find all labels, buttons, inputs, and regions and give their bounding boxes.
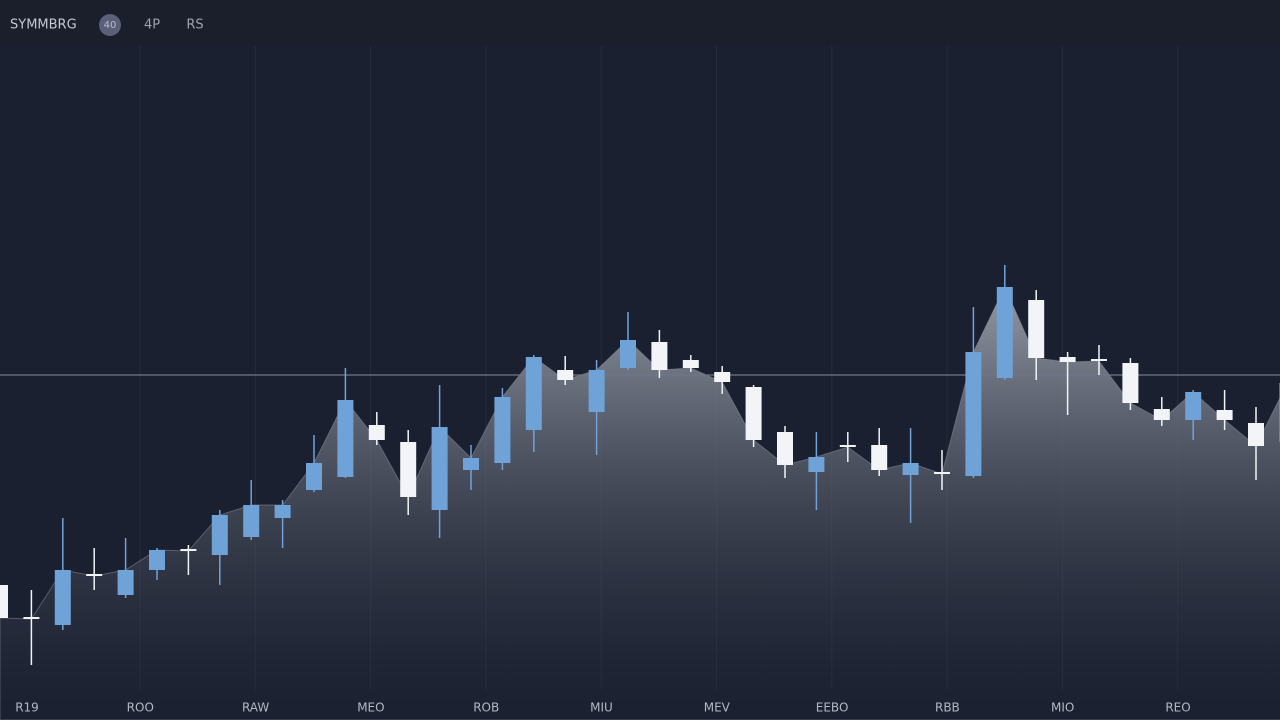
plot <box>0 46 1280 720</box>
candle-body <box>996 287 1013 378</box>
candle-body <box>1028 300 1045 358</box>
x-tick-label: RAW <box>242 701 269 715</box>
x-tick-label: ROB <box>473 701 499 715</box>
candle-body <box>839 445 856 447</box>
candle-body <box>306 463 322 490</box>
candle-body <box>149 550 165 570</box>
candle-body <box>337 400 354 477</box>
x-tick-label: MEV <box>704 701 731 715</box>
x-tick-label: EEBO <box>816 701 849 715</box>
candle-body <box>54 570 71 625</box>
x-tick-label: REO <box>1165 701 1190 715</box>
candle-body <box>557 370 574 380</box>
top-bar <box>0 0 1280 46</box>
x-tick-label: MEO <box>357 701 384 715</box>
candle-body <box>211 515 228 555</box>
x-tick-label: ROO <box>127 701 154 715</box>
candle-body <box>902 463 919 475</box>
candle-body <box>243 505 260 537</box>
candle-body <box>965 352 982 476</box>
x-tick-label: MIU <box>590 701 613 715</box>
candle-body <box>1248 423 1264 446</box>
candle-body <box>1091 359 1107 361</box>
badge-icon[interactable] <box>99 14 121 36</box>
x-tick-label: R19 <box>15 701 39 715</box>
candle-body <box>117 570 134 595</box>
candle-body <box>1216 410 1233 420</box>
candle-body <box>180 549 197 551</box>
candle-body <box>934 472 950 474</box>
candle-body <box>0 585 8 618</box>
x-tick-label: RBB <box>935 701 960 715</box>
candle-body <box>682 360 699 368</box>
badge[interactable]: 40 <box>104 20 117 31</box>
candle-body <box>745 387 762 440</box>
tab[interactable]: RS <box>186 18 203 33</box>
candle-body <box>525 357 542 430</box>
candle-body <box>494 397 511 463</box>
candle-body <box>400 442 417 497</box>
tab[interactable]: 4P <box>144 18 160 33</box>
candle-body <box>86 574 103 576</box>
candle-body <box>463 458 479 470</box>
candle-body <box>431 427 448 510</box>
candle-body <box>368 425 385 440</box>
candle-body <box>23 617 40 619</box>
candle-body <box>1153 409 1170 420</box>
candle-body <box>1185 392 1202 420</box>
candle-body <box>777 432 793 465</box>
candle-body <box>620 340 636 368</box>
candle-body <box>1059 357 1076 362</box>
candle-body <box>274 505 291 518</box>
candle-body <box>1122 363 1139 403</box>
x-tick-label: MIO <box>1051 701 1074 715</box>
symbol: SYMMBRG <box>10 18 77 33</box>
candle-body <box>588 370 605 412</box>
candle-body <box>651 342 668 370</box>
candle-body <box>714 372 731 382</box>
candle-body <box>871 445 888 470</box>
candle-body <box>808 457 825 472</box>
